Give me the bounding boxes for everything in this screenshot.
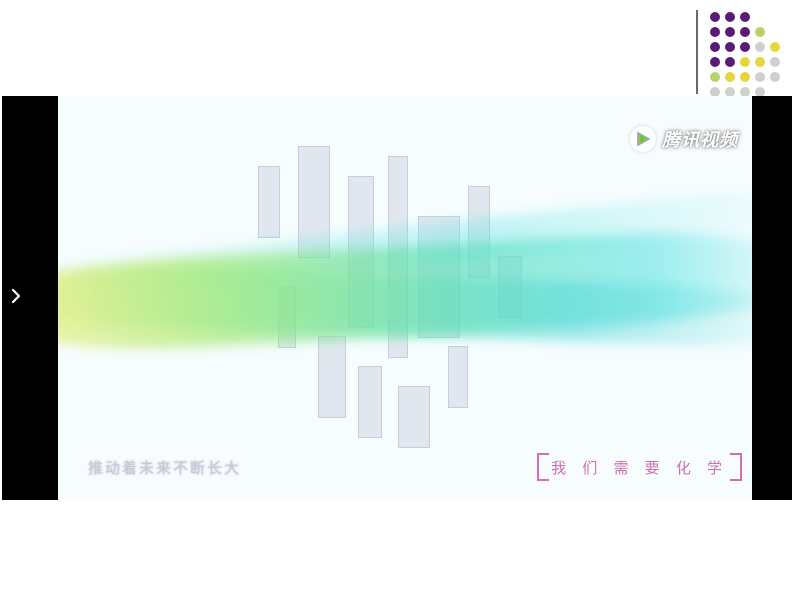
dot <box>710 57 720 67</box>
dot <box>710 27 720 37</box>
dot <box>740 12 750 22</box>
dot <box>725 27 735 37</box>
dot <box>770 72 780 82</box>
dot <box>740 57 750 67</box>
dot <box>725 57 735 67</box>
dot <box>710 12 720 22</box>
dot <box>710 42 720 52</box>
dot <box>740 72 750 82</box>
dot <box>755 42 765 52</box>
dot <box>740 42 750 52</box>
corner-divider <box>696 10 698 94</box>
video-watermark: 腾讯视频 <box>630 126 738 152</box>
video-frame: 腾讯视频 推动着未来不断长大 我 们 需 要 化 学 <box>58 96 752 500</box>
watermark-text: 腾讯视频 <box>662 126 738 152</box>
dot <box>755 72 765 82</box>
dot <box>770 42 780 52</box>
dot <box>755 57 765 67</box>
dot <box>725 72 735 82</box>
dot <box>770 57 780 67</box>
video-title-badge: 我 们 需 要 化 学 <box>543 453 736 482</box>
corner-dot-grid <box>710 12 784 101</box>
video-subtitle: 推动着未来不断长大 <box>88 457 241 478</box>
tencent-video-icon <box>630 126 656 152</box>
video-player[interactable]: 腾讯视频 推动着未来不断长大 我 们 需 要 化 学 <box>2 96 792 500</box>
chevron-right-icon <box>7 287 25 310</box>
dot <box>725 42 735 52</box>
dot <box>710 72 720 82</box>
dot <box>740 27 750 37</box>
dot <box>725 12 735 22</box>
dot <box>755 27 765 37</box>
next-button[interactable] <box>2 272 30 324</box>
